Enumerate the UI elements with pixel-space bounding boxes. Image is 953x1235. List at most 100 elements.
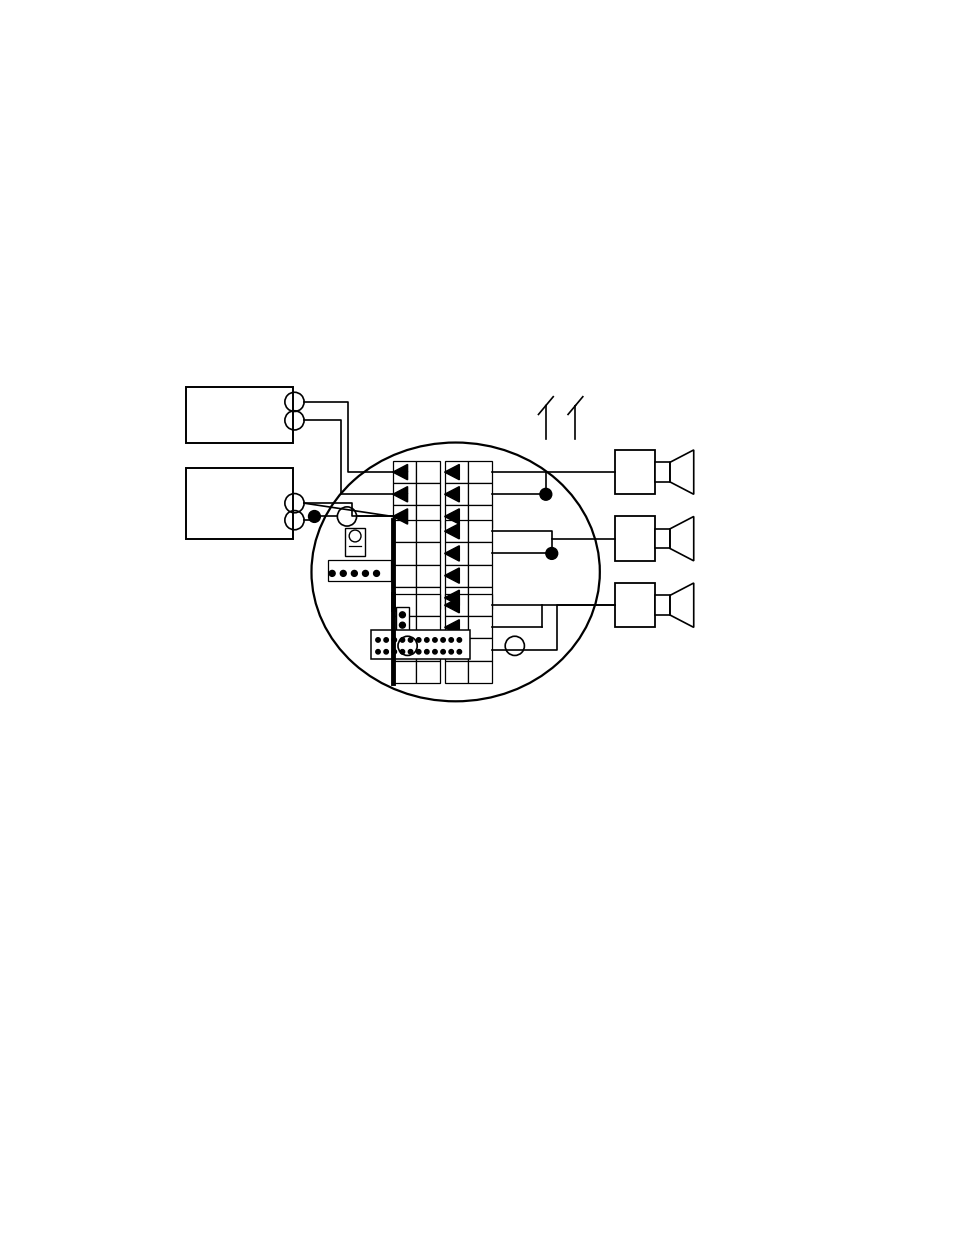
FancyBboxPatch shape	[328, 561, 391, 580]
FancyBboxPatch shape	[416, 483, 439, 505]
FancyBboxPatch shape	[444, 542, 468, 564]
FancyBboxPatch shape	[393, 594, 416, 616]
FancyBboxPatch shape	[468, 542, 492, 564]
Polygon shape	[444, 487, 459, 501]
FancyBboxPatch shape	[416, 461, 439, 483]
FancyBboxPatch shape	[468, 594, 492, 616]
Circle shape	[392, 637, 396, 642]
Text: +: +	[400, 467, 408, 477]
Polygon shape	[444, 620, 459, 635]
Polygon shape	[393, 464, 407, 479]
FancyBboxPatch shape	[614, 583, 655, 627]
FancyBboxPatch shape	[468, 461, 492, 483]
Circle shape	[374, 571, 379, 577]
Circle shape	[449, 637, 453, 642]
FancyBboxPatch shape	[655, 529, 669, 548]
FancyBboxPatch shape	[444, 461, 468, 483]
FancyBboxPatch shape	[444, 587, 468, 609]
FancyBboxPatch shape	[444, 483, 468, 505]
FancyBboxPatch shape	[393, 587, 416, 609]
FancyBboxPatch shape	[468, 520, 492, 542]
Circle shape	[433, 650, 436, 655]
Circle shape	[456, 637, 461, 642]
Circle shape	[340, 571, 346, 577]
Circle shape	[408, 650, 413, 655]
Circle shape	[440, 637, 445, 642]
Circle shape	[308, 510, 320, 522]
FancyBboxPatch shape	[468, 483, 492, 505]
FancyBboxPatch shape	[468, 661, 492, 683]
Circle shape	[539, 488, 551, 500]
FancyBboxPatch shape	[416, 542, 439, 564]
Circle shape	[375, 637, 380, 642]
FancyBboxPatch shape	[416, 505, 439, 527]
Circle shape	[399, 611, 405, 618]
FancyBboxPatch shape	[393, 505, 416, 527]
Polygon shape	[444, 524, 459, 538]
FancyBboxPatch shape	[444, 520, 468, 542]
Polygon shape	[444, 546, 459, 561]
FancyBboxPatch shape	[614, 516, 655, 561]
FancyBboxPatch shape	[468, 616, 492, 638]
FancyBboxPatch shape	[416, 587, 439, 609]
FancyBboxPatch shape	[393, 483, 416, 505]
Circle shape	[375, 650, 380, 655]
Circle shape	[449, 650, 453, 655]
FancyBboxPatch shape	[655, 462, 669, 482]
Circle shape	[383, 650, 388, 655]
FancyBboxPatch shape	[444, 638, 468, 661]
Circle shape	[362, 571, 368, 577]
FancyBboxPatch shape	[393, 461, 416, 483]
Circle shape	[416, 637, 420, 642]
FancyBboxPatch shape	[444, 661, 468, 683]
FancyBboxPatch shape	[416, 594, 439, 616]
Circle shape	[440, 650, 445, 655]
Circle shape	[456, 650, 461, 655]
FancyBboxPatch shape	[416, 520, 439, 542]
FancyBboxPatch shape	[416, 638, 439, 661]
Polygon shape	[393, 487, 407, 501]
Polygon shape	[444, 598, 459, 613]
FancyBboxPatch shape	[370, 630, 470, 659]
Circle shape	[392, 650, 396, 655]
Circle shape	[433, 637, 436, 642]
FancyBboxPatch shape	[186, 468, 293, 538]
Polygon shape	[444, 642, 459, 657]
Polygon shape	[444, 464, 459, 479]
FancyBboxPatch shape	[393, 542, 416, 564]
FancyBboxPatch shape	[468, 505, 492, 527]
FancyBboxPatch shape	[444, 616, 468, 638]
Circle shape	[424, 650, 429, 655]
FancyBboxPatch shape	[614, 450, 655, 494]
FancyBboxPatch shape	[655, 595, 669, 615]
Circle shape	[408, 637, 413, 642]
Circle shape	[424, 637, 429, 642]
FancyBboxPatch shape	[393, 616, 416, 638]
FancyBboxPatch shape	[416, 616, 439, 638]
Polygon shape	[444, 568, 459, 583]
Circle shape	[399, 622, 405, 629]
Polygon shape	[444, 590, 459, 605]
FancyBboxPatch shape	[393, 638, 416, 661]
Polygon shape	[393, 509, 407, 524]
FancyBboxPatch shape	[468, 638, 492, 661]
FancyBboxPatch shape	[393, 564, 416, 587]
FancyBboxPatch shape	[444, 594, 468, 616]
FancyBboxPatch shape	[186, 387, 293, 442]
FancyBboxPatch shape	[468, 587, 492, 609]
Circle shape	[383, 637, 388, 642]
FancyBboxPatch shape	[416, 661, 439, 683]
FancyBboxPatch shape	[416, 564, 439, 587]
FancyBboxPatch shape	[468, 564, 492, 587]
FancyBboxPatch shape	[444, 505, 468, 527]
FancyBboxPatch shape	[395, 608, 409, 631]
Circle shape	[351, 571, 357, 577]
FancyBboxPatch shape	[344, 527, 365, 556]
Text: −: −	[399, 489, 409, 499]
Circle shape	[416, 650, 420, 655]
Circle shape	[545, 547, 558, 559]
Circle shape	[400, 637, 404, 642]
FancyBboxPatch shape	[393, 520, 416, 542]
Polygon shape	[444, 509, 459, 524]
Circle shape	[329, 571, 335, 577]
